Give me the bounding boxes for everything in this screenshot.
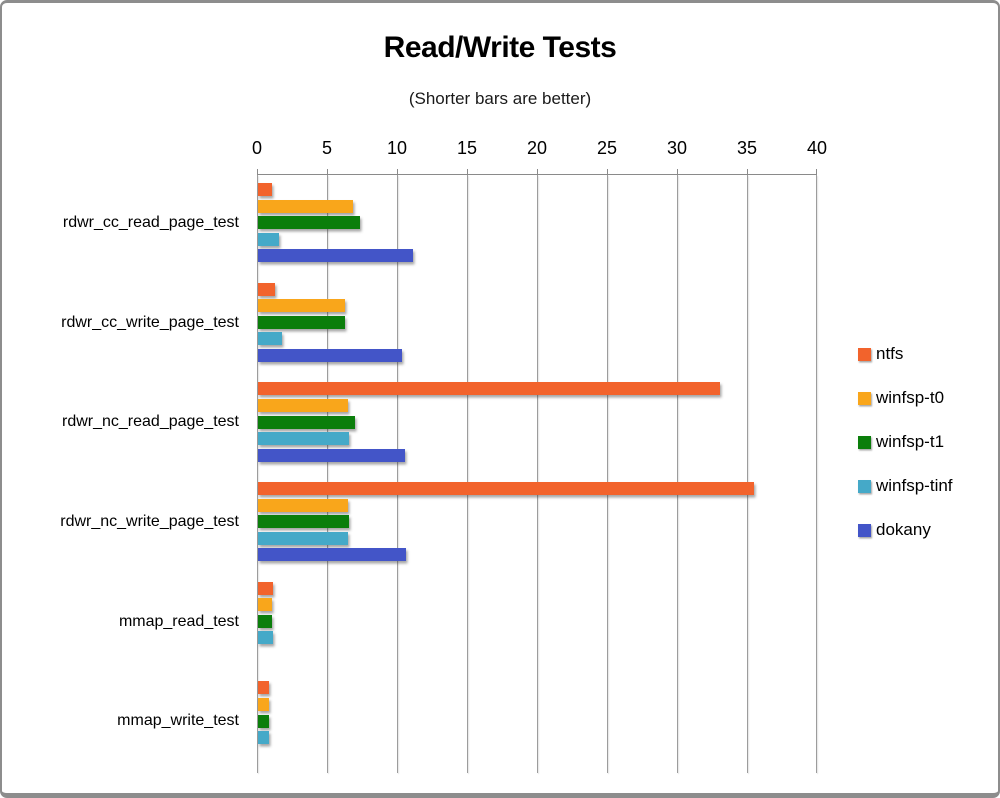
bar-winfsp-tinf xyxy=(258,731,269,745)
legend: ntfs winfsp-t0 winfsp-t1 winfsp-tinf dokany xyxy=(858,344,953,564)
category-label: mmap_write_test xyxy=(117,712,239,730)
tick-mark-x-5 xyxy=(327,169,328,175)
bar-ntfs xyxy=(258,681,269,695)
x-tick-label-30: 30 xyxy=(666,138,688,158)
bar-winfsp-t1 xyxy=(258,614,272,628)
bar-winfsp-t0 xyxy=(258,498,348,512)
y-axis-category-labels: rdwr_cc_read_page_test rdwr_cc_write_page… xyxy=(2,174,248,772)
chart-subtitle: (Shorter bars are better) xyxy=(408,89,592,108)
bar-ntfs xyxy=(258,482,754,495)
bar-winfsp-t1 xyxy=(258,714,269,728)
gridline-x-20 xyxy=(537,175,538,773)
tick-mark-x-40 xyxy=(816,169,817,175)
chart-title: Read/Write Tests xyxy=(383,31,617,64)
bar-ntfs xyxy=(258,581,273,595)
x-tick-label-10: 10 xyxy=(386,138,408,158)
tick-mark-x-10 xyxy=(397,169,398,175)
legend-swatch-dokany xyxy=(858,523,871,537)
bar-ntfs xyxy=(258,382,720,396)
bar-dokany xyxy=(258,349,402,363)
gridline-x-5 xyxy=(327,175,328,773)
gridline-x-0 xyxy=(257,175,258,773)
tick-mark-x-0 xyxy=(257,169,258,175)
legend-item-ntfs: ntfs xyxy=(858,344,953,364)
gridline-x-25 xyxy=(607,175,608,773)
gridline-x-35 xyxy=(747,175,748,773)
legend-item-winfsp-t1: winfsp-t1 xyxy=(858,432,953,452)
legend-item-dokany: dokany xyxy=(858,520,953,540)
legend-swatch-winfsp-t1 xyxy=(858,435,871,449)
bar-dokany xyxy=(258,249,413,263)
tick-mark-x-20 xyxy=(537,169,538,175)
category-label: rdwr_cc_read_page_test xyxy=(62,213,239,231)
bar-winfsp-t1 xyxy=(258,515,349,529)
category-label: rdwr_nc_read_page_test xyxy=(61,413,239,431)
bar-dokany xyxy=(258,548,406,562)
bar-winfsp-t1 xyxy=(258,315,345,329)
x-tick-label-15: 15 xyxy=(456,138,478,158)
tick-mark-x-30 xyxy=(677,169,678,175)
plot-area xyxy=(257,169,817,773)
legend-label: winfsp-t0 xyxy=(876,388,945,407)
tick-mark-x-35 xyxy=(747,169,748,175)
x-tick-label-40: 40 xyxy=(806,138,828,158)
gridline-x-10 xyxy=(397,175,398,773)
category-label: rdwr_cc_write_page_test xyxy=(61,313,239,331)
category-label: mmap_read_test xyxy=(118,612,239,630)
bar-dokany xyxy=(258,448,405,462)
x-tick-label-0: 0 xyxy=(251,138,262,158)
category-label: rdwr_nc_write_page_test xyxy=(60,512,239,530)
x-tick-label-5: 5 xyxy=(321,138,332,158)
tick-mark-x-15 xyxy=(467,169,468,175)
bar-winfsp-tinf xyxy=(258,631,273,645)
legend-swatch-winfsp-t0 xyxy=(858,391,871,405)
bar-ntfs xyxy=(258,282,275,296)
bar-ntfs xyxy=(258,183,272,196)
bar-winfsp-t0 xyxy=(258,398,348,412)
tick-mark-x-25 xyxy=(607,169,608,175)
x-tick-label-35: 35 xyxy=(736,138,758,158)
legend-label: ntfs xyxy=(876,344,904,363)
legend-item-winfsp-t0: winfsp-t0 xyxy=(858,388,953,408)
bar-winfsp-t0 xyxy=(258,598,272,612)
legend-swatch-winfsp-tinf xyxy=(858,479,871,493)
bar-winfsp-t0 xyxy=(258,299,345,313)
legend-label: winfsp-t1 xyxy=(876,432,945,451)
legend-label: dokany xyxy=(876,520,931,539)
bar-winfsp-tinf xyxy=(258,232,279,246)
gridline-x-40 xyxy=(816,175,817,773)
bar-winfsp-t1 xyxy=(258,415,355,429)
legend-label: winfsp-tinf xyxy=(876,476,953,495)
x-axis-tick-labels: 0 5 10 15 20 25 30 35 40 xyxy=(252,138,827,160)
bar-winfsp-t0 xyxy=(258,697,269,711)
x-tick-label-20: 20 xyxy=(526,138,548,158)
bar-winfsp-t0 xyxy=(258,199,353,213)
bar-winfsp-tinf xyxy=(258,432,349,446)
legend-swatch-ntfs xyxy=(858,347,871,361)
bar-winfsp-tinf xyxy=(258,332,282,346)
gridline-x-15 xyxy=(467,175,468,773)
legend-item-winfsp-tinf: winfsp-tinf xyxy=(858,476,953,496)
bar-winfsp-t1 xyxy=(258,216,360,230)
bar-winfsp-tinf xyxy=(258,531,348,545)
gridline-x-30 xyxy=(677,175,678,773)
x-tick-label-25: 25 xyxy=(596,138,618,158)
